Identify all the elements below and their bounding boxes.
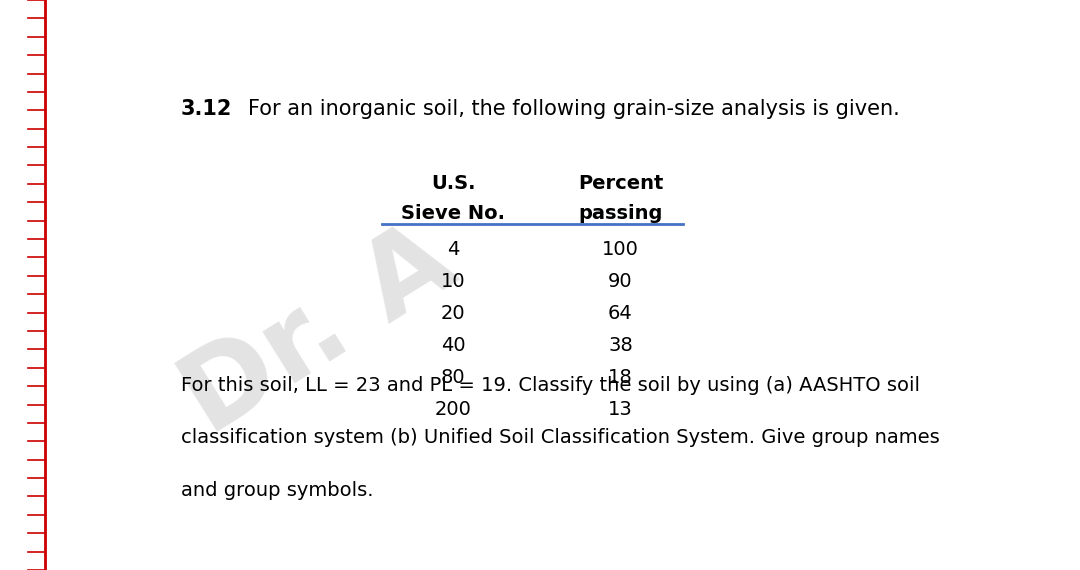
Text: 80: 80 (441, 368, 465, 386)
Text: 64: 64 (608, 304, 633, 323)
Text: 13: 13 (608, 400, 633, 419)
Text: 18: 18 (608, 368, 633, 386)
Text: Sieve No.: Sieve No. (401, 205, 505, 223)
Text: 20: 20 (441, 304, 465, 323)
Text: 4: 4 (447, 239, 459, 259)
Text: For an inorganic soil, the following grain-size analysis is given.: For an inorganic soil, the following gra… (248, 99, 900, 119)
Text: classification system (b) Unified Soil Classification System. Give group names: classification system (b) Unified Soil C… (181, 428, 940, 447)
Text: 3.12: 3.12 (181, 99, 232, 119)
Text: Dr. A: Dr. A (164, 207, 474, 456)
Text: and group symbols.: and group symbols. (181, 481, 374, 500)
Text: passing: passing (578, 205, 663, 223)
Text: 38: 38 (608, 336, 633, 355)
Text: U.S.: U.S. (431, 174, 475, 193)
Text: Percent: Percent (578, 174, 663, 193)
Text: 100: 100 (602, 239, 639, 259)
Text: 90: 90 (608, 272, 633, 291)
Text: 40: 40 (441, 336, 465, 355)
Text: 10: 10 (441, 272, 465, 291)
Text: 200: 200 (434, 400, 472, 419)
Text: For this soil, LL = 23 and PL = 19. Classify the soil by using (a) AASHTO soil: For this soil, LL = 23 and PL = 19. Clas… (181, 376, 920, 394)
